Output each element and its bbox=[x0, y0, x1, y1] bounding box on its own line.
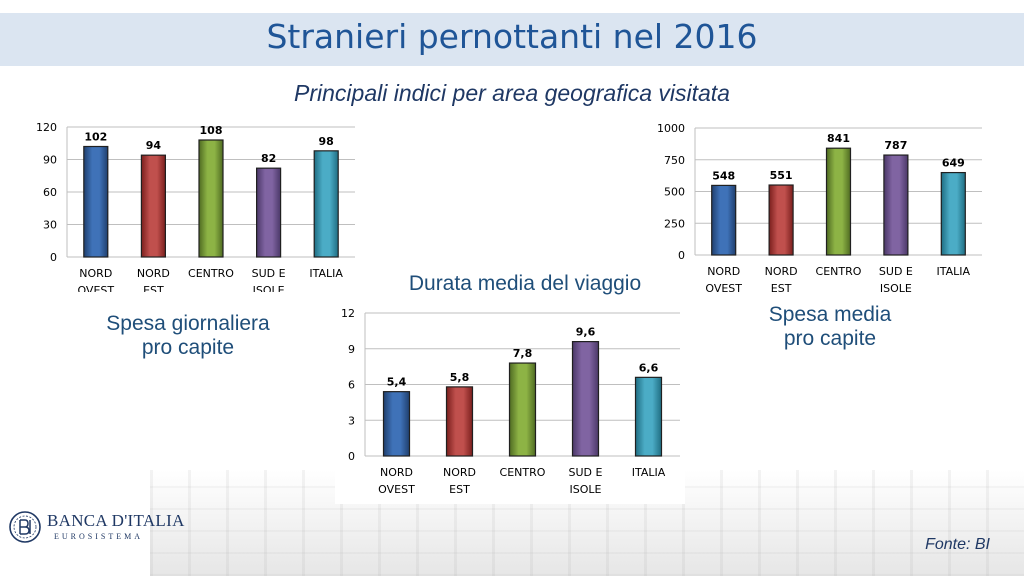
title-band bbox=[0, 13, 1024, 66]
x-tick-label: OVEST bbox=[378, 483, 415, 496]
x-tick-label: EST bbox=[143, 284, 164, 292]
x-tick-label: NORD bbox=[443, 466, 476, 479]
data-label: 5,8 bbox=[450, 371, 470, 384]
bar bbox=[825, 147, 852, 256]
x-tick-label: CENTRO bbox=[500, 466, 546, 479]
logo-subtitle: EUROSISTEMA bbox=[54, 532, 144, 541]
y-tick-label: 250 bbox=[664, 217, 685, 230]
x-tick-label: ISOLE bbox=[880, 282, 912, 295]
x-tick-label: SUD E bbox=[879, 265, 913, 278]
x-tick-label: EST bbox=[449, 483, 470, 496]
x-tick-label: SUD E bbox=[252, 267, 286, 280]
x-tick-label: NORD bbox=[765, 265, 798, 278]
emblem-icon bbox=[9, 511, 41, 543]
x-tick-label: NORD bbox=[380, 466, 413, 479]
caption-spesa-media-line2: pro capite bbox=[783, 327, 877, 350]
data-label: 9,6 bbox=[576, 326, 596, 339]
y-tick-label: 3 bbox=[348, 414, 355, 427]
chart-spesa-giornaliera-svg: 0 30 60 90 120 102 NORD OVEST 94 NORD EST 108 CENTRO… bbox=[36, 121, 355, 297]
y-tick-label: 30 bbox=[43, 219, 57, 232]
bar bbox=[198, 139, 224, 258]
caption-spesa-giornaliera: Spesa giornaliera pro capite bbox=[78, 312, 298, 360]
x-tick-label: NORD bbox=[137, 267, 170, 280]
caption-spesa-giornaliera-line2: pro capite bbox=[141, 336, 235, 359]
source-note: Fonte: BI bbox=[925, 536, 990, 553]
x-tick-label: ITALIA bbox=[632, 466, 666, 479]
data-label: 548 bbox=[712, 169, 735, 182]
y-tick-label: 0 bbox=[678, 249, 685, 262]
bar bbox=[711, 184, 737, 256]
x-tick-label: ISOLE bbox=[253, 284, 285, 292]
x-tick-label: NORD bbox=[79, 267, 112, 280]
data-label: 98 bbox=[319, 135, 334, 148]
data-label: 551 bbox=[770, 169, 793, 182]
data-label: 6,6 bbox=[639, 361, 659, 374]
y-tick-label: 1000 bbox=[657, 122, 685, 135]
x-tick-label: ITALIA bbox=[309, 267, 343, 280]
x-tick-label: CENTRO bbox=[816, 265, 862, 278]
x-tick-label: CENTRO bbox=[188, 267, 234, 280]
x-tick-label: ITALIA bbox=[937, 265, 971, 278]
bar bbox=[140, 154, 167, 258]
y-tick-label: 12 bbox=[341, 307, 355, 320]
x-tick-label: NORD bbox=[707, 265, 740, 278]
x-tick-label: SUD E bbox=[569, 466, 603, 479]
data-label: 94 bbox=[146, 139, 162, 152]
y-tick-label: 90 bbox=[43, 154, 57, 167]
bar bbox=[940, 171, 966, 256]
chart-durata-media-svg: 0 3 6 9 12 5,4 NORD OVEST 5,8 NORD EST 7,8 CENTRO 9,6… bbox=[341, 307, 680, 496]
x-tick-label: ISOLE bbox=[570, 483, 602, 496]
y-tick-label: 0 bbox=[348, 450, 355, 463]
bar bbox=[883, 154, 909, 256]
bar bbox=[571, 340, 600, 457]
data-label: 649 bbox=[942, 157, 965, 170]
bar bbox=[313, 150, 339, 258]
bar bbox=[256, 167, 282, 258]
page-title: Stranieri pernottanti nel 2016 bbox=[266, 17, 758, 56]
data-label: 841 bbox=[827, 132, 850, 145]
bar bbox=[508, 362, 537, 457]
data-label: 787 bbox=[884, 139, 907, 152]
caption-spesa-media: Spesa media pro capite bbox=[730, 303, 930, 351]
data-label: 108 bbox=[200, 124, 223, 137]
caption-spesa-media-line1: Spesa media bbox=[768, 303, 892, 326]
bar bbox=[83, 145, 109, 258]
y-tick-label: 0 bbox=[50, 251, 57, 264]
logo-name: BANCA D'ITALIA bbox=[47, 511, 185, 530]
y-tick-label: 9 bbox=[348, 343, 355, 356]
chart-spesa-media: 0 250 500 750 1000 548 NORD OVEST 551 NORD EST 841 C… bbox=[650, 118, 995, 303]
data-label: 82 bbox=[261, 152, 276, 165]
x-tick-label: OVEST bbox=[705, 282, 742, 295]
data-label: 5,4 bbox=[387, 376, 407, 389]
bar bbox=[768, 184, 794, 256]
x-tick-label: EST bbox=[771, 282, 792, 295]
chart-spesa-giornaliera: 0 30 60 90 120 102 NORD OVEST 94 NORD EST 108 CENTRO… bbox=[20, 112, 355, 297]
page-subtitle: Principali indici per area geografica vi… bbox=[294, 80, 730, 106]
y-tick-label: 120 bbox=[36, 121, 57, 134]
y-tick-label: 60 bbox=[43, 186, 57, 199]
x-tick-label: OVEST bbox=[77, 284, 114, 292]
bar bbox=[445, 386, 474, 457]
caption-durata-media: Durata media del viaggio bbox=[408, 272, 642, 295]
caption-spesa-giornaliera-line1: Spesa giornaliera bbox=[106, 312, 270, 335]
bar bbox=[382, 391, 411, 457]
y-tick-label: 750 bbox=[664, 154, 685, 167]
data-label: 102 bbox=[84, 131, 107, 144]
bar bbox=[634, 376, 663, 457]
y-tick-label: 500 bbox=[664, 186, 685, 199]
banca-italia-logo: BANCA D'ITALIA EUROSISTEMA bbox=[8, 510, 184, 550]
y-tick-label: 6 bbox=[348, 379, 355, 392]
chart-spesa-media-svg: 0 250 500 750 1000 548 NORD OVEST 551 NORD EST 841 C… bbox=[657, 122, 982, 295]
data-label: 7,8 bbox=[513, 347, 533, 360]
